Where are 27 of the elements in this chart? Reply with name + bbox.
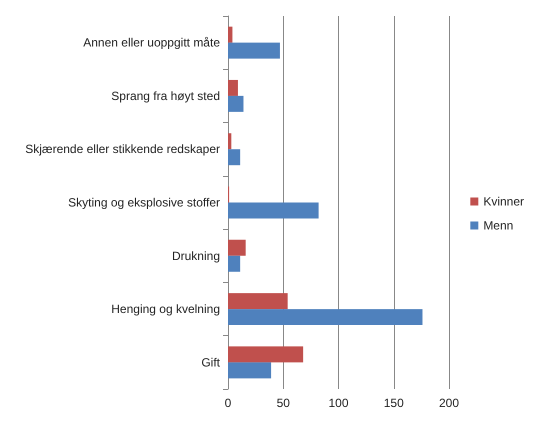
bar xyxy=(228,362,272,378)
x-tick-label: 100 xyxy=(328,396,349,410)
x-tick-label: 0 xyxy=(224,396,232,410)
bar xyxy=(228,26,232,43)
x-tick-label: 150 xyxy=(384,396,404,410)
y-tick-label: Henging og kvelning xyxy=(111,302,220,316)
y-tick-label: Drukning xyxy=(172,248,220,263)
legend-label: Kvinner xyxy=(483,194,524,208)
bar xyxy=(228,96,244,112)
bar xyxy=(228,133,232,150)
bar xyxy=(228,309,422,326)
x-tick-label: 200 xyxy=(438,396,460,410)
legend-label: Menn xyxy=(483,218,514,232)
y-tick-label: Gift xyxy=(201,355,221,370)
bar xyxy=(228,80,238,96)
bar xyxy=(228,42,280,59)
bar xyxy=(228,293,288,310)
bar xyxy=(228,149,240,166)
y-tick-label: Sprang fra høyt sted xyxy=(111,88,220,103)
bar xyxy=(228,346,304,362)
y-tick-label: Skjærende eller stikkende redskaper xyxy=(25,142,220,156)
x-tick-label: 50 xyxy=(276,396,290,410)
y-tick-label: Annen eller uoppgitt måte xyxy=(83,36,220,50)
bar xyxy=(228,256,240,272)
bar xyxy=(228,240,246,256)
y-tick-label: Skyting og eksplosive stoffer xyxy=(68,196,220,210)
bar xyxy=(228,202,319,218)
